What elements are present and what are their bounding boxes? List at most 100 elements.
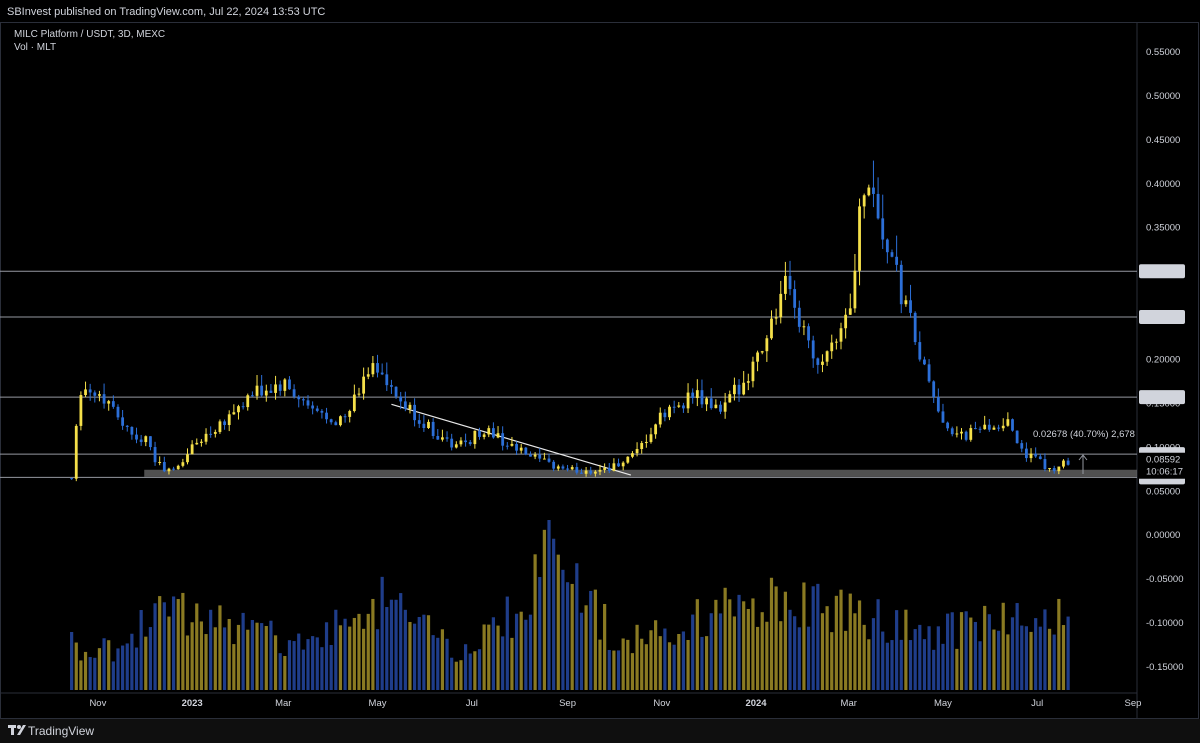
candle-body [783, 275, 787, 294]
candle-body [343, 416, 347, 418]
candle-body [547, 458, 551, 462]
volume-bar [621, 638, 625, 690]
candle-body [936, 397, 940, 412]
support-zone [144, 469, 1137, 477]
candle-body [186, 454, 189, 463]
volume-bar [728, 599, 732, 690]
candle-body [950, 428, 954, 435]
candle-body [1001, 425, 1005, 429]
candle-body [788, 275, 792, 290]
candle-body [533, 454, 537, 457]
candle-body [209, 433, 213, 435]
candle-body [668, 406, 671, 418]
volume-bar [273, 635, 278, 690]
candle-body [529, 454, 532, 457]
symbol-legend[interactable]: MILC Platform / USDT, 3D, MEXC [14, 29, 166, 40]
volume-bar [820, 613, 825, 690]
volume-bar [501, 636, 505, 690]
candle-body [431, 421, 435, 436]
candle-body [932, 381, 936, 398]
candle-body [566, 468, 569, 470]
volume-legend[interactable]: Vol · MLT [14, 42, 57, 53]
volume-bar [542, 529, 546, 690]
candle-body [88, 389, 92, 393]
candle-body [232, 412, 236, 415]
volume-bar [927, 626, 931, 690]
candle-body [848, 308, 852, 315]
candle-body [339, 416, 342, 426]
measure-annotation: 0.02678 (40.70%) 2,678 [1033, 429, 1135, 440]
price-chart[interactable]: 0.55000 0.50000 0.45000 0.40000 0.35000 0.300… [0, 0, 1200, 719]
y-tick-label: 0.50000 [1146, 91, 1180, 102]
volume-bar [329, 644, 333, 690]
volume-bar [547, 520, 551, 690]
candle-body [598, 469, 602, 472]
candle-body [1006, 419, 1010, 426]
candle-body [482, 434, 486, 437]
candle-body [320, 410, 324, 413]
candle-body [760, 351, 764, 353]
candle-body [1029, 453, 1033, 459]
candle-body [297, 396, 301, 400]
candle-body [635, 449, 639, 454]
x-tick-label: Mar [275, 698, 291, 709]
candle-body [325, 412, 328, 420]
candle-body [1066, 460, 1070, 465]
volume-bar [978, 641, 982, 690]
candle-body [802, 326, 806, 328]
candle-body [278, 384, 282, 391]
volume-bar [1034, 618, 1038, 690]
volume-bar [955, 648, 959, 690]
volume-bar [505, 596, 509, 690]
candle-body [686, 392, 690, 409]
volume-bar [250, 620, 254, 690]
candle-body [1043, 459, 1047, 469]
candle-body [399, 396, 403, 402]
volume-bar [408, 621, 412, 690]
volume-bar [806, 626, 811, 690]
volume-bar [348, 626, 352, 690]
volume-bar [301, 649, 305, 690]
volume-bar [338, 625, 343, 690]
current-price-label: 0.08592 [1146, 455, 1180, 466]
volume-bar [413, 623, 417, 690]
candle-body [580, 472, 583, 474]
price-level-label: 0.15716 [1145, 393, 1179, 404]
candle-body [839, 328, 843, 342]
volume-bar [357, 613, 361, 690]
x-tick-label: Sep [559, 698, 576, 709]
candle-body [162, 462, 166, 472]
candle-body [158, 462, 162, 464]
candle-body [612, 463, 616, 471]
volume-bar [575, 563, 579, 690]
volume-bar [445, 638, 449, 690]
trendline [391, 403, 632, 476]
candle-body [445, 437, 449, 439]
candle-body [890, 252, 894, 257]
volume-bar [264, 626, 268, 690]
volume-bar [153, 603, 157, 690]
candle-body [728, 394, 732, 403]
volume-bar [834, 595, 838, 690]
candle-body [450, 438, 454, 448]
candle-body [292, 389, 296, 397]
volume-bar [371, 598, 375, 690]
candle-body [135, 434, 138, 440]
volume-bar [816, 583, 820, 690]
volume-bar [667, 642, 672, 690]
candle-body [510, 443, 514, 446]
candle-body [964, 431, 968, 440]
candle-body [955, 433, 959, 435]
volume-bar [306, 639, 310, 690]
candle-body [167, 468, 171, 472]
candle-body [362, 376, 366, 394]
volume-bar [598, 639, 602, 690]
candle-body [719, 404, 722, 412]
volume-bar [793, 616, 797, 690]
volume-bar [468, 653, 472, 690]
volume-bar [1066, 616, 1070, 690]
candle-body [941, 411, 945, 423]
candle-body [834, 341, 838, 343]
candle-body [1020, 443, 1024, 449]
x-tick-label: Nov [653, 698, 670, 709]
